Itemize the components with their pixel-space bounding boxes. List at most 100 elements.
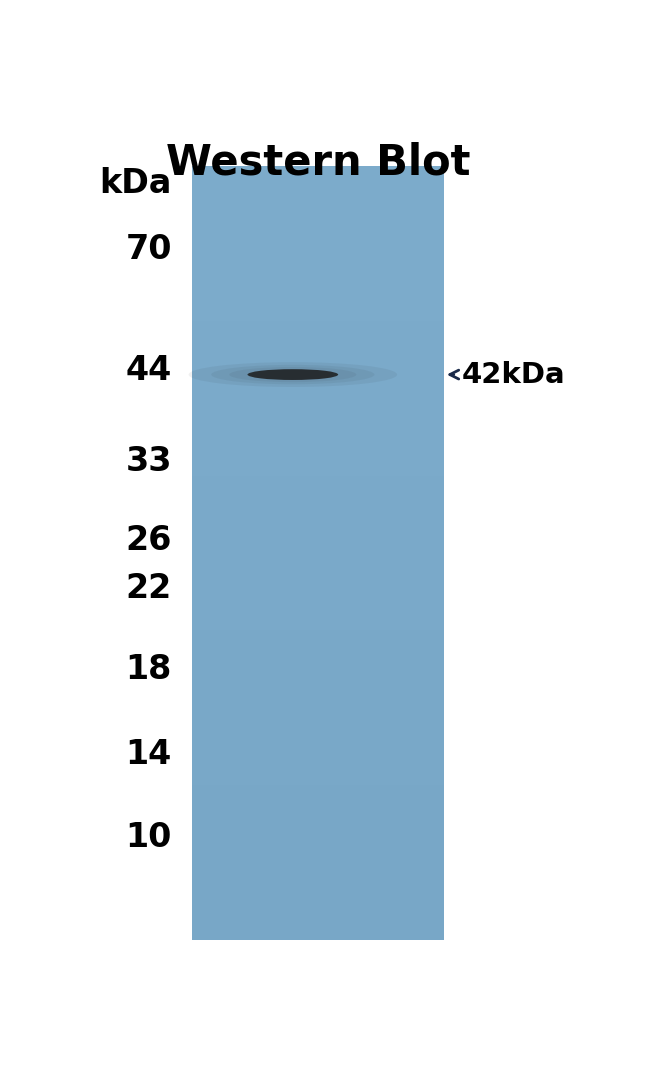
Bar	[192, 359, 444, 363]
Bar	[192, 361, 444, 365]
Bar	[192, 349, 444, 353]
Bar	[192, 495, 444, 500]
Bar	[192, 274, 444, 277]
Bar	[192, 604, 444, 607]
Bar	[192, 933, 444, 937]
Bar	[192, 400, 444, 404]
Bar	[192, 302, 444, 306]
Bar	[192, 408, 444, 411]
Text: 14: 14	[125, 738, 172, 770]
Bar	[192, 671, 444, 674]
Bar	[192, 920, 444, 924]
Bar	[192, 584, 444, 587]
Bar	[192, 222, 444, 227]
Bar	[192, 220, 444, 223]
Bar	[192, 426, 444, 429]
Bar	[192, 828, 444, 831]
Text: 70: 70	[125, 233, 172, 267]
Text: 26: 26	[125, 524, 172, 557]
Bar	[192, 722, 444, 726]
Bar	[192, 248, 444, 251]
Bar	[192, 534, 444, 537]
Bar	[192, 413, 444, 416]
Text: 10: 10	[125, 821, 172, 853]
Bar	[192, 243, 444, 247]
Bar	[192, 581, 444, 584]
Bar	[192, 815, 444, 819]
Text: 18: 18	[125, 653, 172, 686]
Bar	[192, 475, 444, 478]
Bar	[192, 228, 444, 231]
Bar	[192, 552, 444, 556]
Bar	[192, 176, 444, 180]
Bar	[192, 792, 444, 795]
Bar	[192, 733, 444, 736]
Bar	[192, 794, 444, 797]
Bar	[192, 831, 444, 834]
Bar	[192, 926, 444, 929]
Bar	[192, 313, 444, 316]
Bar	[192, 415, 444, 420]
Bar	[192, 694, 444, 697]
Bar	[192, 398, 444, 401]
Bar	[192, 660, 444, 664]
Bar	[192, 756, 444, 760]
Bar	[192, 226, 444, 229]
Bar	[192, 712, 444, 715]
Bar	[192, 753, 444, 756]
Bar	[192, 812, 444, 816]
Bar	[192, 369, 444, 373]
Bar	[192, 913, 444, 916]
Bar	[192, 341, 444, 344]
Bar	[192, 231, 444, 234]
Bar	[192, 879, 444, 883]
Bar	[192, 441, 444, 445]
Bar	[192, 779, 444, 782]
Bar	[192, 197, 444, 201]
Bar	[192, 911, 444, 914]
Bar	[192, 720, 444, 723]
Bar	[192, 279, 444, 283]
Bar	[192, 823, 444, 827]
Bar	[192, 928, 444, 932]
Bar	[192, 460, 444, 463]
Bar	[192, 168, 444, 172]
Bar	[192, 447, 444, 450]
Bar	[192, 251, 444, 255]
Bar	[192, 766, 444, 769]
Bar	[192, 235, 444, 238]
Bar	[192, 300, 444, 303]
Bar	[192, 851, 444, 855]
Bar	[192, 622, 444, 626]
Bar	[192, 287, 444, 290]
Bar	[192, 402, 444, 407]
Bar	[192, 218, 444, 221]
Bar	[192, 187, 444, 190]
Bar	[192, 189, 444, 193]
Bar	[192, 748, 444, 751]
Bar	[192, 573, 444, 576]
Bar	[192, 339, 444, 342]
Bar	[192, 200, 444, 203]
Bar	[192, 790, 444, 793]
Bar	[192, 918, 444, 921]
Bar	[192, 746, 444, 749]
Bar	[192, 292, 444, 296]
Bar	[192, 857, 444, 860]
Bar	[192, 846, 444, 849]
Bar	[192, 323, 444, 327]
Bar	[192, 632, 444, 636]
Bar	[192, 504, 444, 507]
Bar	[192, 892, 444, 896]
Bar	[192, 354, 444, 357]
Bar	[192, 432, 444, 435]
Bar	[192, 315, 444, 318]
Bar	[192, 771, 444, 775]
Bar	[192, 488, 444, 491]
Bar	[192, 498, 444, 502]
Bar	[192, 246, 444, 249]
Bar	[192, 205, 444, 208]
Bar	[192, 664, 444, 667]
Bar	[192, 853, 444, 857]
Bar	[192, 285, 444, 288]
